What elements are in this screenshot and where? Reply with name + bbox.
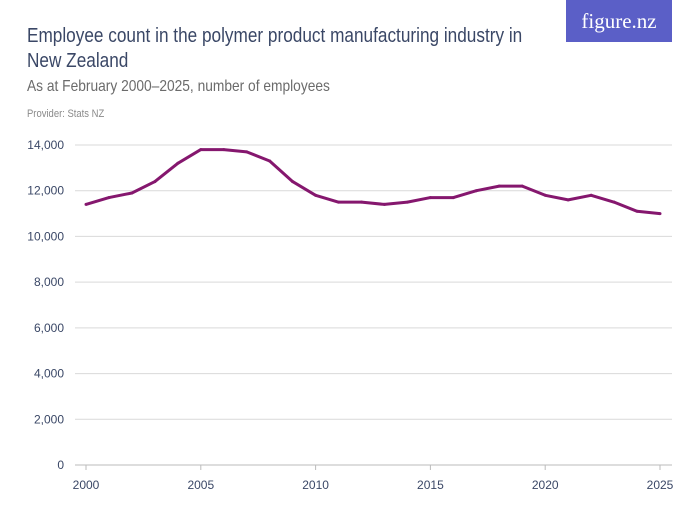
data-point [130,191,134,195]
data-point [382,202,386,206]
data-point [245,150,249,154]
data-point [451,196,455,200]
data-point [658,212,662,216]
y-tick-label: 12,000 [27,184,64,198]
data-point [612,200,616,204]
data-point [543,193,547,197]
data-point [153,180,157,184]
y-tick-label: 8,000 [34,275,64,289]
data-point [176,161,180,165]
x-tick-label: 2000 [73,478,100,492]
data-point [107,196,111,200]
y-tick-label: 4,000 [34,367,64,381]
provider-label: Provider: Stats NZ [27,108,105,120]
data-point [314,193,318,197]
data-point [589,193,593,197]
data-point [497,184,501,188]
data-point [268,159,272,163]
data-point [222,148,226,152]
data-point [474,189,478,193]
y-tick-label: 2,000 [34,412,64,426]
data-point [291,180,295,184]
x-tick-label: 2020 [532,478,559,492]
data-point [405,200,409,204]
y-tick-label: 6,000 [34,321,64,335]
x-tick-label: 2010 [302,478,329,492]
x-tick-label: 2025 [647,478,674,492]
data-point [635,209,639,213]
data-point [84,202,88,206]
data-point [199,148,203,152]
y-tick-label: 0 [57,458,64,472]
data-point [520,184,524,188]
x-tick-label: 2005 [187,478,214,492]
data-line [85,148,661,216]
y-tick-label: 14,000 [27,138,64,152]
y-tick-label: 10,000 [27,229,64,243]
data-point [428,196,432,200]
chart-title: Employee count in the polymer product ma… [27,25,523,72]
chart-subtitle: As at February 2000–2025, number of empl… [27,78,330,95]
data-point [566,198,570,202]
figure-nz-logo[interactable]: figure.nz [566,0,672,42]
data-point [360,200,364,204]
x-tick-label: 2015 [417,478,444,492]
data-point [337,200,341,204]
